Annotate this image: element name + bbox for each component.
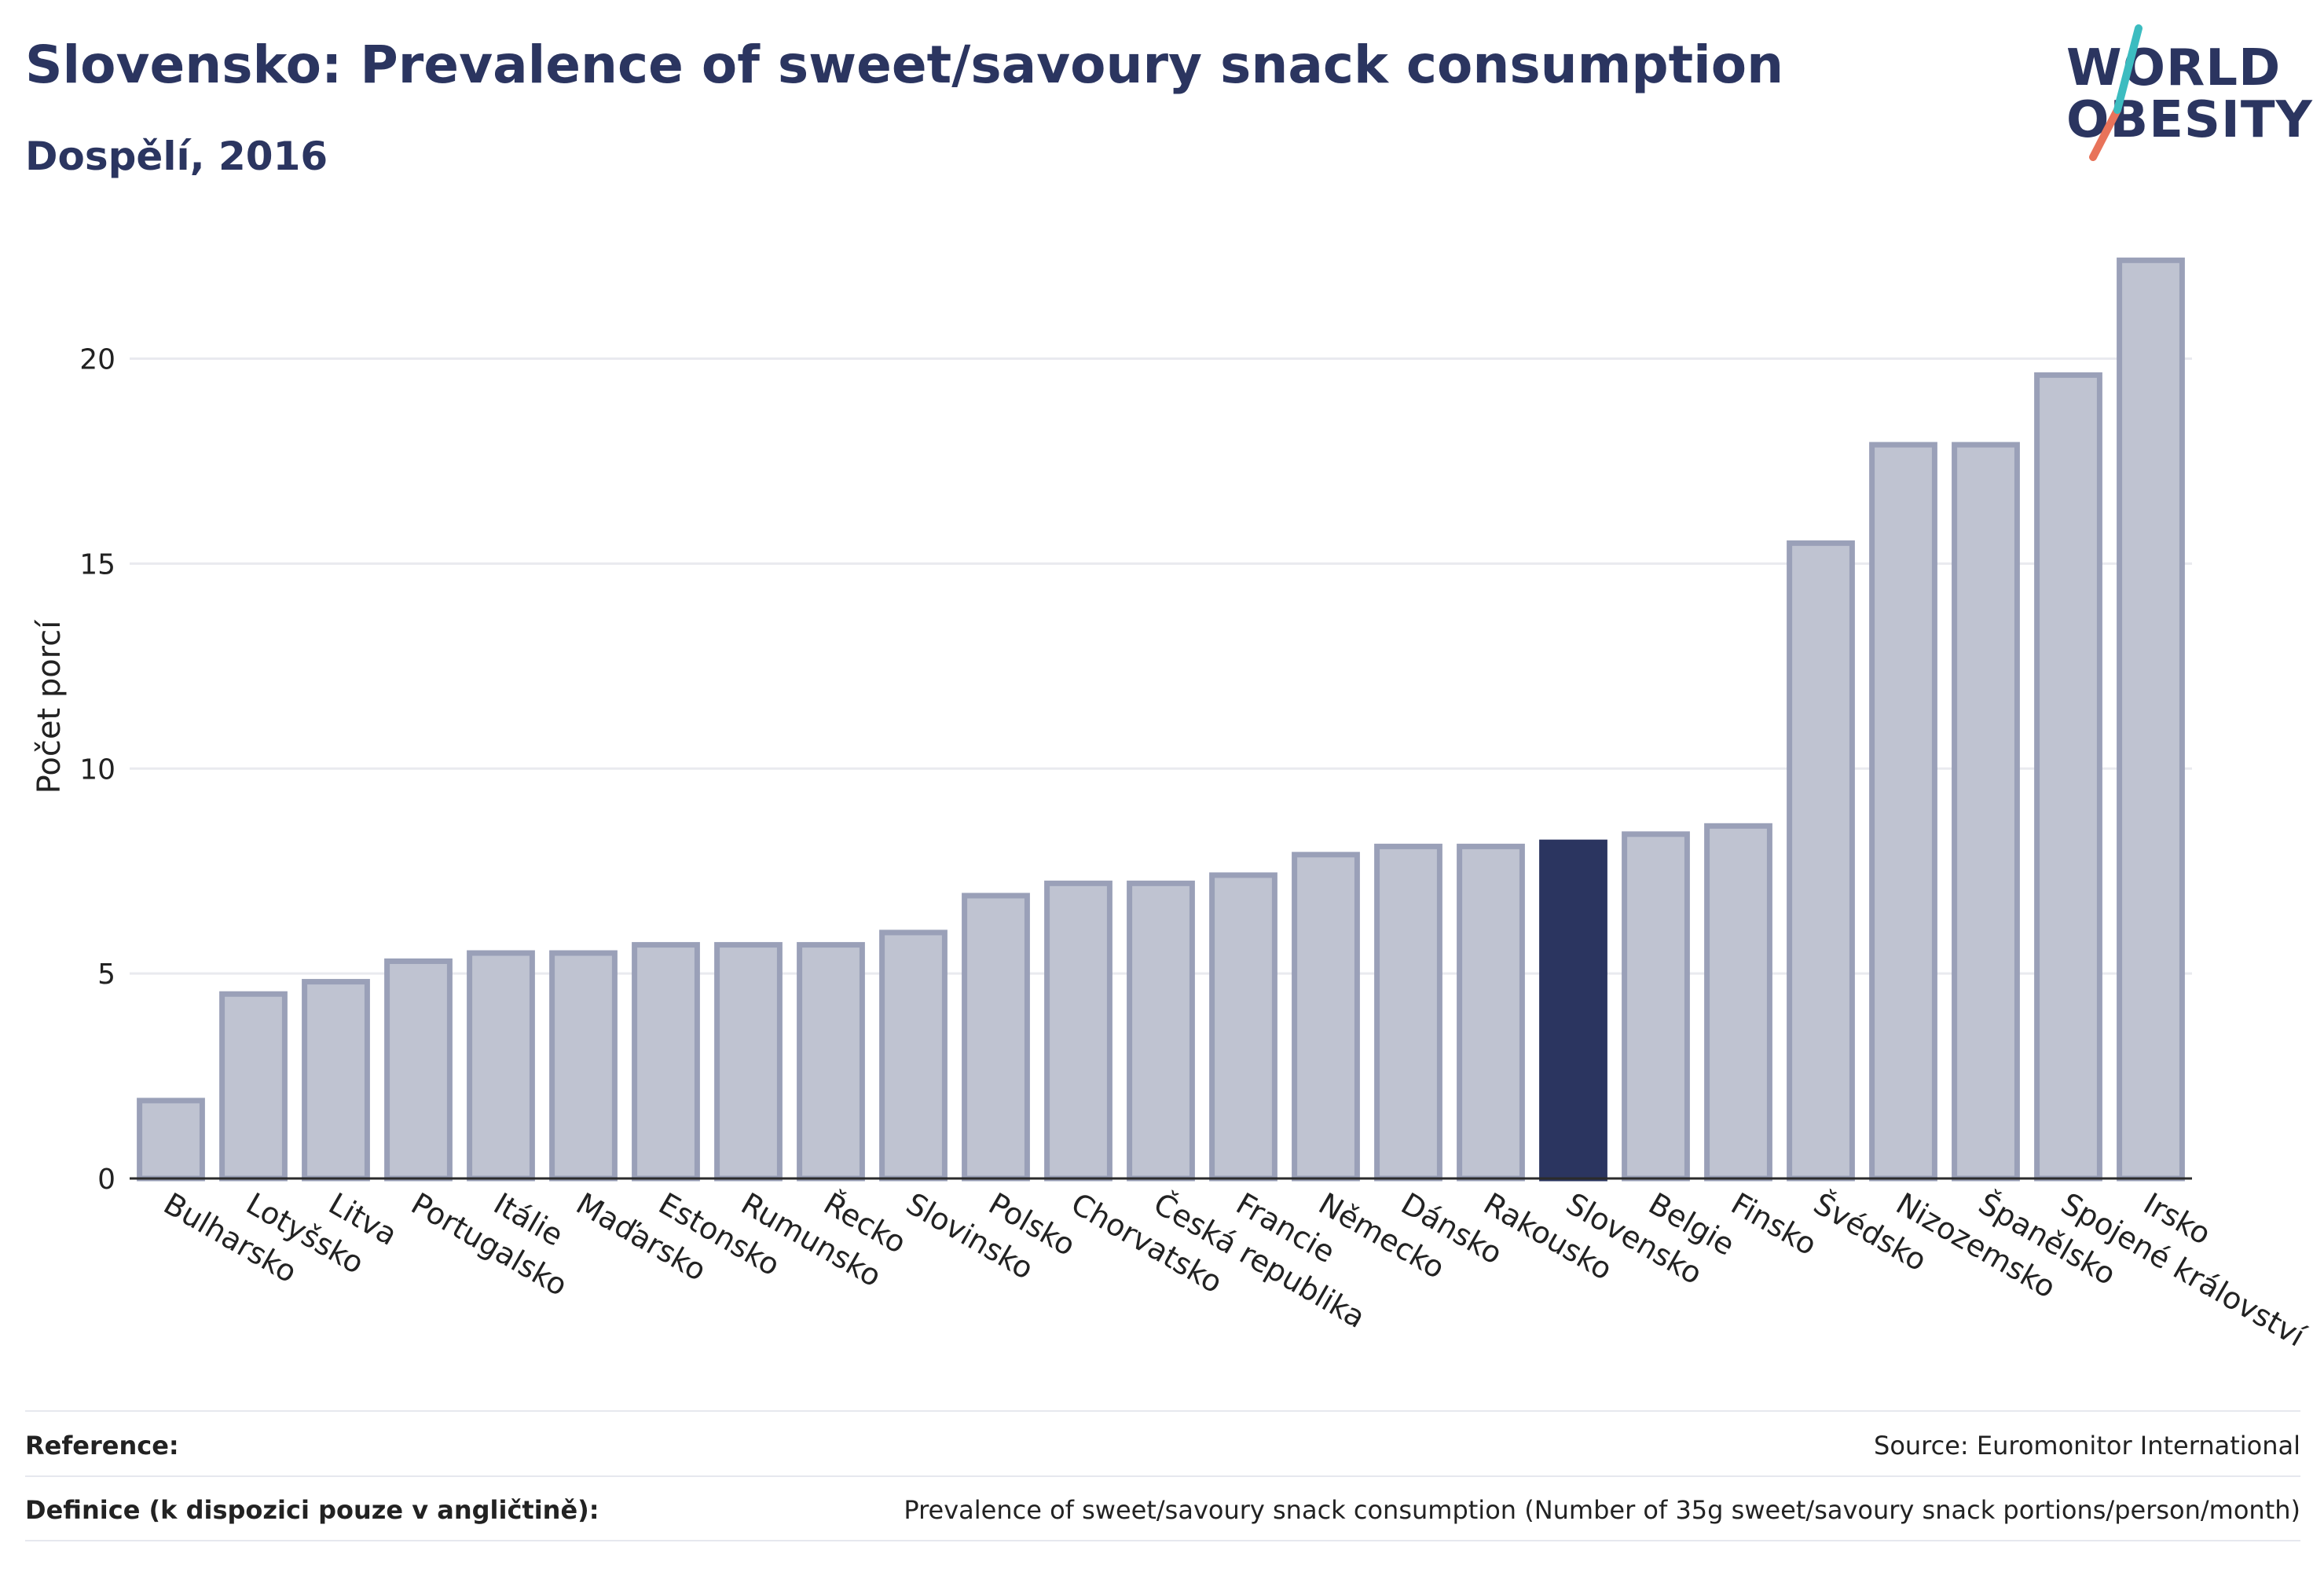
bar-portugalsko (384, 958, 453, 1182)
bar-rumunsko (714, 942, 783, 1182)
bar-řecko (797, 942, 865, 1182)
logo-line-1: WORLD (2066, 39, 2282, 97)
y-axis-label: Počet porcí (31, 619, 68, 794)
y-tick-label: 20 (79, 344, 115, 376)
bar-bulharsko (137, 1098, 205, 1182)
y-tick-label: 15 (79, 548, 115, 581)
bar-dánsko (1374, 843, 1442, 1182)
chart-subtitle: Dospělí, 2016 (25, 134, 328, 179)
definition-value: Prevalence of sweet/savoury snack consum… (904, 1495, 2300, 1525)
bar-francie (1209, 872, 1277, 1182)
y-tick-label: 5 (97, 958, 115, 991)
bar-litva (302, 979, 370, 1182)
bar-česká-republika (1127, 880, 1195, 1182)
bar-chorvatsko (1044, 880, 1113, 1182)
bar-itálie (467, 950, 535, 1182)
y-tick-label: 10 (79, 753, 115, 786)
x-tick-label: Finsko (1725, 1186, 1823, 1263)
bar-slovensko (1539, 839, 1607, 1182)
bar-nizozemsko (1869, 442, 1937, 1182)
bar-belgie (1622, 831, 1690, 1182)
footer-divider-middle (25, 1475, 2300, 1477)
bar-rakousko (1457, 843, 1525, 1182)
bar-spojené-království (2034, 372, 2102, 1182)
bar-lotyšsko (219, 991, 288, 1182)
chart-title: Slovensko: Prevalence of sweet/savoury s… (25, 35, 1784, 95)
footer-divider-top (25, 1410, 2300, 1412)
definition-label: Definice (k dispozici pouze v angličtině… (25, 1495, 599, 1525)
bar-irsko (2117, 257, 2185, 1182)
bar-maďarsko (549, 950, 618, 1182)
logo-line-2: OBESITY (2066, 91, 2313, 149)
bar-slovinsko (879, 929, 948, 1182)
bar-finsko (1704, 823, 1772, 1182)
logo-slash-icon (2089, 24, 2143, 161)
bar-španělsko (1952, 442, 2020, 1182)
footer-definition-row: Definice (k dispozici pouze v angličtině… (25, 1485, 2300, 1535)
footer-reference-row: Reference: Source: Euromonitor Internati… (25, 1420, 2300, 1471)
bar-německo (1292, 852, 1360, 1182)
world-obesity-logo: WORLD OBESITY (2043, 24, 2313, 165)
bar-estonsko (632, 942, 700, 1182)
reference-value: Source: Euromonitor International (1874, 1431, 2300, 1461)
y-tick-label: 0 (97, 1164, 115, 1196)
bar-polsko (962, 892, 1030, 1182)
reference-label: Reference: (25, 1431, 179, 1461)
bar-švédsko (1787, 540, 1855, 1182)
footer-divider-bottom (25, 1540, 2300, 1541)
